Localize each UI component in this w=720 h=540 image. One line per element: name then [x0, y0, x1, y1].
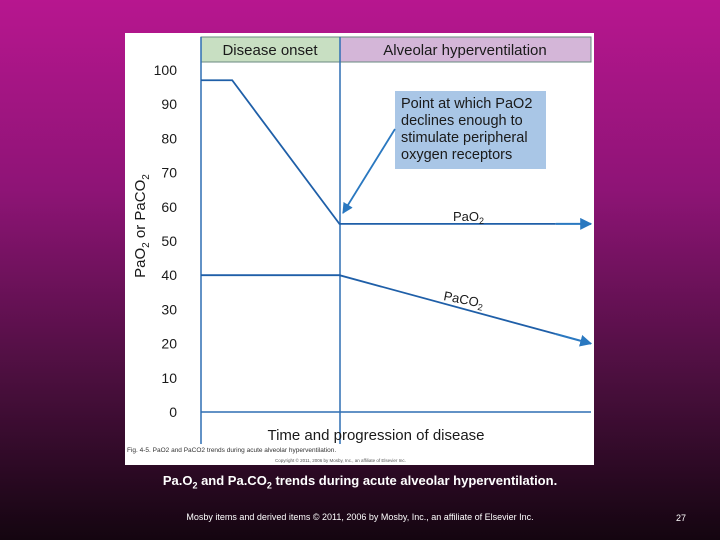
- page-number: 27: [676, 513, 687, 523]
- series-label-paco2: PaCO2: [442, 288, 485, 312]
- figure-caption: Fig. 4-5. PaO2 and PaCO2 trends during a…: [127, 447, 336, 454]
- figure-panel: Disease onset Alveolar hyperventilation …: [125, 33, 594, 465]
- line-chart: Disease onset Alveolar hyperventilation …: [127, 36, 593, 463]
- figure-copyright: Copyright © 2011, 2006 by Mosby, Inc., a…: [275, 457, 406, 463]
- series-label-pao2: PaO2: [453, 209, 484, 226]
- y-tick-label: 0: [169, 404, 177, 420]
- phase-label-onset: Disease onset: [222, 42, 318, 59]
- series-line-pao2: [201, 79, 556, 225]
- annotation-box: [395, 91, 546, 169]
- series-line-paco2: [201, 274, 557, 335]
- annotation-text: Point at which PaO2 declines enough to s…: [401, 96, 536, 163]
- phase-header-hyperventilation: [339, 36, 592, 63]
- annotation-arrow: [342, 128, 396, 214]
- y-tick-label: 90: [161, 96, 177, 112]
- slide-copyright: Mosby items and derived items © 2011, 20…: [186, 512, 534, 522]
- y-tick-labels: 0 10 20 30 40 50 60 70 80 90 100: [154, 62, 178, 420]
- y-tick-label: 40: [161, 267, 177, 283]
- slide-caption: Pa.O2 and Pa.CO2 trends during acute alv…: [162, 473, 558, 491]
- y-tick-label: 50: [161, 233, 177, 249]
- y-tick-label: 60: [161, 199, 177, 215]
- y-tick-label: 80: [161, 130, 177, 146]
- x-axis-label: Time and progression of disease: [267, 427, 484, 444]
- y-tick-label: 30: [161, 301, 177, 317]
- y-tick-label: 100: [154, 62, 178, 78]
- y-axis-label: PaO2 or PaCO2: [132, 174, 152, 278]
- y-tick-label: 10: [161, 370, 177, 386]
- arrow-paco2-trend: [555, 333, 593, 347]
- phase-label-hyperventilation: Alveolar hyperventilation: [383, 42, 546, 59]
- y-tick-label: 20: [161, 336, 177, 352]
- y-tick-label: 70: [161, 165, 177, 181]
- phase-header-onset: [200, 36, 341, 63]
